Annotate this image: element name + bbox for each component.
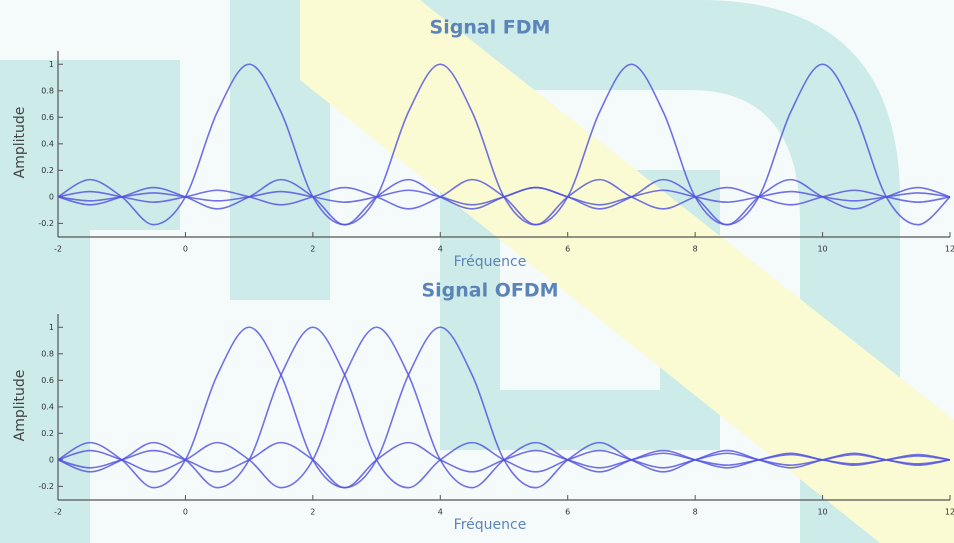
chart: Signal FDM-2024681012-0.200.20.40.60.81F… [0, 0, 954, 543]
page: {"chart_data": [ {"type": "line", "title… [0, 0, 954, 543]
x-axis-label: Fréquence [454, 517, 527, 533]
x-tick-label: 10 [817, 245, 827, 254]
x-tick-label: 4 [438, 508, 443, 517]
y-tick-label: 1 [49, 60, 54, 69]
y-tick-label: 1 [49, 323, 54, 332]
y-tick-label: 0.2 [41, 429, 54, 438]
y-tick-label: -0.2 [38, 219, 54, 228]
chart-title: Signal OFDM [421, 280, 558, 302]
x-tick-label: -2 [54, 245, 62, 254]
x-tick-label: 10 [817, 508, 827, 517]
x-tick-label: 4 [438, 245, 443, 254]
y-tick-label: 0.4 [41, 402, 54, 411]
y-axis-label: Amplitude [12, 370, 28, 442]
x-tick-label: 12 [945, 508, 954, 517]
chart-title: Signal FDM [430, 17, 551, 39]
y-tick-label: 0 [49, 192, 54, 201]
y-tick-label: 0.8 [41, 349, 54, 358]
x-tick-label: 6 [565, 245, 570, 254]
y-tick-label: -0.2 [38, 482, 54, 491]
y-tick-label: 0.6 [41, 113, 54, 122]
x-tick-label: 8 [693, 508, 698, 517]
y-tick-label: 0.8 [41, 86, 54, 95]
x-tick-label: 0 [183, 245, 188, 254]
y-tick-label: 0 [49, 455, 54, 464]
x-tick-label: 2 [310, 245, 315, 254]
x-tick-label: 12 [945, 245, 954, 254]
x-tick-label: 2 [310, 508, 315, 517]
x-tick-label: 0 [183, 508, 188, 517]
x-axis-label: Fréquence [454, 254, 527, 270]
y-tick-label: 0.4 [41, 139, 54, 148]
y-tick-label: 0.2 [41, 166, 54, 175]
y-tick-label: 0.6 [41, 376, 54, 385]
x-tick-label: -2 [54, 508, 62, 517]
x-tick-label: 8 [693, 245, 698, 254]
x-tick-label: 6 [565, 508, 570, 517]
y-axis-label: Amplitude [12, 107, 28, 179]
